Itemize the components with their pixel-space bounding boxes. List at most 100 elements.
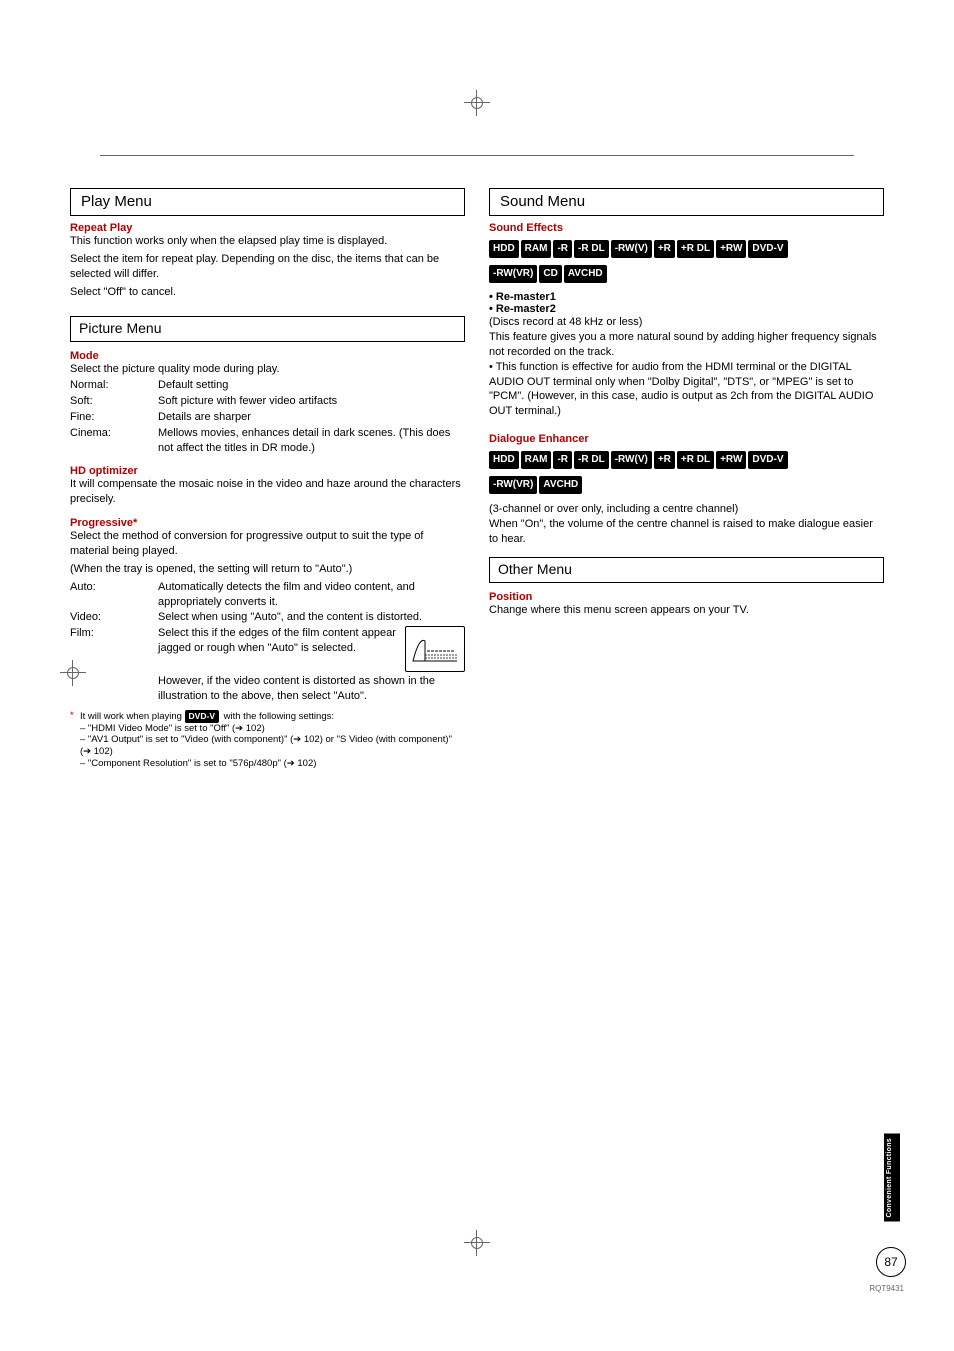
repeat-play-body: This function works only when the elapse… — [70, 234, 465, 299]
sound-effects-p1: This feature gives you a more natural so… — [489, 330, 884, 360]
footnote-2: – "AV1 Output" is set to "Video (with co… — [70, 734, 465, 758]
badge: -RW(VR) — [489, 265, 537, 283]
badge: -R DL — [574, 240, 609, 258]
footnote-lead: * It will work when playing DVD-V with t… — [70, 710, 465, 723]
fn3: – "Component Resolution" is set to "576p… — [80, 758, 316, 770]
hd-opt-body: It will compensate the mosaic noise in t… — [70, 477, 465, 507]
mode-key: Soft: — [70, 394, 158, 409]
progressive-p1: Select the method of conversion for prog… — [70, 529, 465, 559]
side-tab: Convenient Functions — [884, 1134, 900, 1222]
prog-row-film: Film: Select this if the edges of the fi… — [70, 626, 465, 704]
two-column-layout: Play Menu Repeat Play This function work… — [70, 180, 884, 770]
badge: +RW — [716, 451, 746, 469]
registration-mark-left — [60, 660, 86, 686]
badge: +R — [654, 451, 675, 469]
dialogue-heading: Dialogue Enhancer — [489, 433, 884, 445]
mode-row-soft: Soft: Soft picture with fewer video arti… — [70, 394, 465, 409]
badge: -RW(VR) — [489, 476, 537, 494]
picture-menu-title: Picture Menu — [79, 320, 161, 336]
badge: RAM — [521, 451, 552, 469]
sound-effects-badges: HDDRAM-R-R DL-RW(V)+R+R DL+RWDVD-V -RW(V… — [489, 236, 884, 287]
prog-key: Auto: — [70, 580, 158, 610]
badge: -R — [553, 451, 572, 469]
sound-menu-title: Sound Menu — [500, 193, 585, 210]
mode-row-cinema: Cinema: Mellows movies, enhances detail … — [70, 426, 465, 456]
badge: -RW(V) — [611, 451, 652, 469]
badge: HDD — [489, 240, 519, 258]
mode-key: Normal: — [70, 378, 158, 393]
mode-val: Soft picture with fewer video artifacts — [158, 394, 465, 409]
badge: +R DL — [677, 240, 714, 258]
mode-val: Mellows movies, enhances detail in dark … — [158, 426, 465, 456]
badge: +RW — [716, 240, 746, 258]
fn2: – "AV1 Output" is set to "Video (with co… — [80, 734, 465, 758]
repeat-p3: Select "Off" to cancel. — [70, 285, 465, 300]
badge: DVD-V — [748, 240, 787, 258]
prog-row-auto: Auto: Automatically detects the film and… — [70, 580, 465, 610]
footnote-3: – "Component Resolution" is set to "576p… — [70, 758, 465, 770]
badge: -RW(V) — [611, 240, 652, 258]
prog-val-film-2: However, if the video content is distort… — [158, 675, 435, 702]
badge: +R DL — [677, 451, 714, 469]
footnote-star: * — [70, 710, 80, 723]
dialogue-p1: (3-channel or over only, including a cen… — [489, 502, 884, 517]
foot-lead: It will work when playing — [80, 711, 182, 722]
picture-menu-header: Picture Menu — [70, 316, 465, 342]
dialogue-p2: When "On", the volume of the centre chan… — [489, 517, 884, 547]
mode-key: Fine: — [70, 410, 158, 425]
registration-mark-top — [464, 90, 490, 116]
badge: DVD-V — [748, 451, 787, 469]
sound-effects-p2: • This function is effective for audio f… — [489, 360, 884, 419]
mode-heading: Mode — [70, 350, 465, 362]
badge: AVCHD — [539, 476, 582, 494]
prog-val: Automatically detects the film and video… — [158, 580, 465, 610]
progressive-p2: (When the tray is opened, the setting wi… — [70, 562, 465, 577]
repeat-p2: Select the item for repeat play. Dependi… — [70, 252, 465, 282]
play-menu-header: Play Menu — [70, 188, 465, 216]
progressive-heading: Progressive* — [70, 517, 465, 529]
other-menu-header: Other Menu — [489, 557, 884, 583]
progressive-heading-text: Progressive — [70, 517, 133, 529]
position-heading: Position — [489, 591, 884, 603]
mode-val: Default setting — [158, 378, 465, 393]
document-page: Play Menu Repeat Play This function work… — [0, 0, 954, 1351]
footnote-1: – "HDMI Video Mode" is set to "Off" (➔ 1… — [70, 723, 465, 735]
page-number: 87 — [876, 1247, 906, 1277]
hd-opt-heading: HD optimizer — [70, 465, 465, 477]
badge: -R — [553, 240, 572, 258]
remaster2: • Re-master2 — [489, 303, 884, 315]
position-body: Change where this menu screen appears on… — [489, 603, 884, 618]
sound-menu-header: Sound Menu — [489, 188, 884, 216]
mode-row-fine: Fine: Details are sharper — [70, 410, 465, 425]
badge: -R DL — [574, 451, 609, 469]
right-column: Sound Menu Sound Effects HDDRAM-R-R DL-R… — [489, 180, 884, 770]
progressive-star: * — [133, 517, 137, 529]
repeat-play-heading: Repeat Play — [70, 222, 465, 234]
prog-key: Video: — [70, 610, 158, 625]
progressive-footnotes: * It will work when playing DVD-V with t… — [70, 710, 465, 770]
badge: HDD — [489, 451, 519, 469]
prog-val: Select when using "Auto", and the conten… — [158, 610, 465, 625]
left-column: Play Menu Repeat Play This function work… — [70, 180, 465, 770]
sound-effects-heading: Sound Effects — [489, 222, 884, 234]
prog-val-film-1: Select this if the edges of the film con… — [158, 627, 396, 654]
fn1: – "HDMI Video Mode" is set to "Off" (➔ 1… — [80, 723, 265, 735]
foot-tail: with the following settings: — [224, 711, 334, 722]
progressive-body: Select the method of conversion for prog… — [70, 529, 465, 577]
doc-code: RQT9431 — [869, 1284, 904, 1293]
remaster-note: (Discs record at 48 kHz or less) — [489, 315, 884, 330]
play-menu-title: Play Menu — [81, 193, 152, 210]
mode-key: Cinema: — [70, 426, 158, 456]
prog-val-film: Select this if the edges of the film con… — [158, 626, 465, 704]
mode-lead: Select the picture quality mode during p… — [70, 362, 465, 377]
badge: RAM — [521, 240, 552, 258]
prog-row-video: Video: Select when using "Auto", and the… — [70, 610, 465, 625]
footnote-lead-text: It will work when playing DVD-V with the… — [80, 710, 334, 723]
badge: AVCHD — [564, 265, 607, 283]
remaster1: • Re-master1 — [489, 291, 884, 303]
crop-rule — [100, 155, 854, 156]
badge: CD — [539, 265, 561, 283]
badge: +R — [654, 240, 675, 258]
registration-mark-bottom — [464, 1230, 490, 1256]
dialogue-badges: HDDRAM-R-R DL-RW(V)+R+R DL+RWDVD-V -RW(V… — [489, 447, 884, 498]
